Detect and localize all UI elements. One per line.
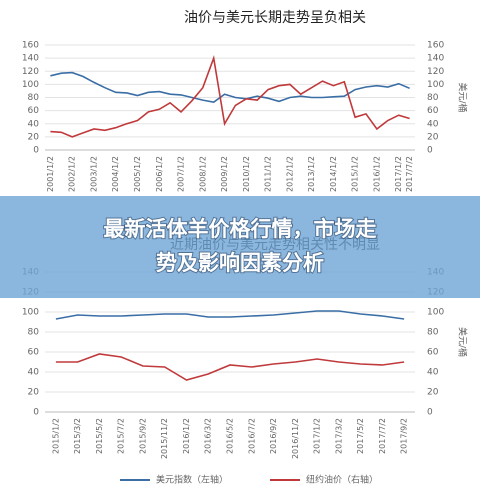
x-tick-label: 2015/9/2 (138, 418, 147, 454)
legend-label: 美元指数（左轴） (156, 474, 228, 486)
y2-tick-label: 100 (427, 308, 444, 318)
x-tick-label: 2016/7/2 (247, 418, 256, 454)
y2-tick-label: 80 (427, 93, 439, 103)
y-tick-label: 20 (28, 388, 40, 398)
y2-tick-label: 40 (427, 119, 439, 129)
y2-tick-label: 100 (427, 80, 444, 90)
x-tick-label: 2015/1/2 (51, 418, 60, 454)
y-tick-label: 140 (22, 54, 39, 64)
banner-title: 势及影响因素分析 (156, 251, 324, 275)
series-line (50, 54, 410, 138)
x-tick-label: 2017/3/2 (334, 418, 343, 454)
x-tick-label: 2017/7/2 (405, 156, 414, 192)
legend-label: 纽约油价（右轴） (306, 474, 378, 486)
y-tick-label: 60 (28, 348, 40, 358)
y-tick-label: 0 (33, 146, 39, 156)
y2-tick-label: 60 (427, 348, 439, 358)
x-tick-label: 2017/5/2 (356, 418, 365, 454)
x-tick-label: 2015/5/2 (95, 418, 104, 454)
x-tick-label: 2008/1/2 (198, 156, 207, 192)
x-tick-label: 2002/1/2 (68, 156, 77, 192)
y2-tick-label: 60 (427, 106, 439, 116)
y2-tick-label: 80 (427, 328, 439, 338)
x-tick-label: 2014/1/2 (329, 156, 338, 192)
y2-tick-label: 0 (427, 146, 433, 156)
x-tick-label: 2011/1/2 (264, 156, 273, 192)
y-tick-label: 100 (22, 308, 39, 318)
y2-axis-label: 美元/桶 (457, 82, 469, 112)
x-tick-label: 2016/1/2 (182, 418, 191, 454)
y-tick-label: 40 (28, 368, 40, 378)
series-line (55, 310, 405, 320)
y2-tick-label: 40 (427, 368, 439, 378)
x-tick-label: 2005/1/2 (133, 156, 142, 192)
y-tick-label: 80 (28, 328, 40, 338)
y-tick-label: 160 (22, 41, 39, 51)
x-tick-label: 2016/3/2 (204, 418, 213, 454)
y-tick-label: 0 (33, 408, 39, 418)
y2-tick-label: 0 (427, 408, 433, 418)
x-tick-label: 2017/1/2 (394, 156, 403, 192)
y2-tick-label: 140 (427, 54, 444, 64)
y2-tick-label: 160 (427, 41, 444, 51)
series-line (55, 353, 405, 381)
x-tick-label: 2016/9/2 (269, 418, 278, 454)
x-tick-label: 2015/1/2 (351, 156, 360, 192)
x-tick-label: 2015/7/2 (117, 418, 126, 454)
y2-tick-label: 120 (427, 67, 444, 77)
x-tick-label: 2003/1/2 (89, 156, 98, 192)
y-tick-label: 80 (28, 93, 40, 103)
y-tick-label: 40 (28, 119, 40, 129)
x-tick-label: 2016/11/2 (291, 418, 300, 459)
y2-tick-label: 20 (427, 388, 439, 398)
chart-title: 油价与美元长期走势呈负相关 (184, 10, 366, 26)
x-tick-label: 2013/1/2 (307, 156, 316, 192)
x-tick-label: 2006/1/2 (155, 156, 164, 192)
x-tick-label: 2017/1/2 (313, 418, 322, 454)
x-tick-label: 2017/7/2 (378, 418, 387, 454)
y-tick-label: 60 (28, 106, 40, 116)
banner-title: 最新活体羊价格行情，市场走 (104, 217, 377, 241)
x-tick-label: 2012/1/2 (285, 156, 294, 192)
x-tick-label: 2010/1/2 (242, 156, 251, 192)
banner (0, 196, 480, 298)
y-tick-label: 100 (22, 80, 39, 90)
x-tick-label: 2017/9/2 (400, 418, 409, 454)
x-tick-label: 2009/1/2 (220, 156, 229, 192)
x-tick-label: 2016/5/2 (226, 418, 235, 454)
x-tick-label: 2016/1/2 (372, 156, 381, 192)
y2-tick-label: 20 (427, 132, 439, 142)
y-tick-label: 120 (22, 67, 39, 77)
series-line (50, 71, 410, 103)
y2-axis-label: 美元/桶 (457, 327, 469, 357)
x-tick-label: 2007/1/2 (177, 156, 186, 192)
x-tick-label: 2015/3/2 (73, 418, 82, 454)
x-tick-label: 2001/1/2 (46, 156, 55, 192)
y-tick-label: 20 (28, 132, 40, 142)
x-tick-label: 2004/1/2 (111, 156, 120, 192)
x-tick-label: 2015/11/2 (160, 418, 169, 459)
